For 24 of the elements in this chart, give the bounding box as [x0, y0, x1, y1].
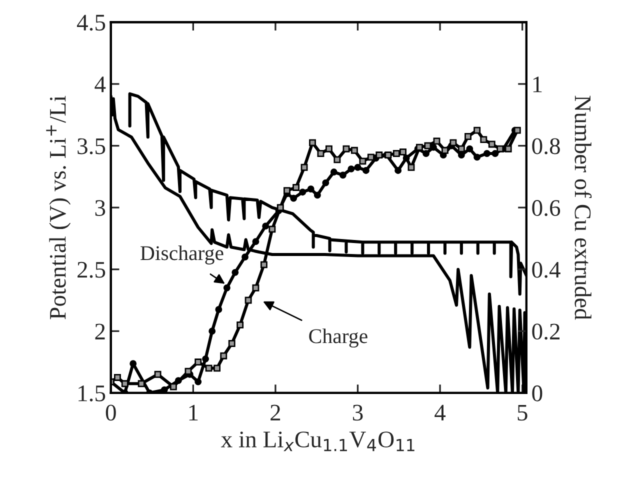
y2-axis-title: Number of Cu extruded — [574, 96, 592, 320]
y-tick-label: 4.5 — [76, 14, 106, 31]
annotation: Charge — [309, 328, 368, 348]
y2-tick-label: 0 — [532, 385, 542, 402]
y-tick-label: 3 — [95, 200, 106, 216]
y-tick-label: 2 — [95, 324, 105, 340]
y2-tick-label: 1 — [533, 76, 542, 92]
x-tick-label: 5 — [518, 404, 528, 421]
y-tick-label: 2.5 — [78, 262, 106, 278]
y2-tick-label: 0.8 — [532, 138, 560, 154]
y-tick-label: 1.5 — [78, 386, 106, 402]
y2-tick-label: 0.4 — [532, 262, 560, 278]
y-axis-title: Potential (V) vs. Li$^{+}$/Li — [46, 96, 71, 320]
x-axis-title: x in Li$_{x}$Cu$_{1.1}$V$_{4}$O$_{11}$ — [221, 432, 414, 452]
y2-tick-label: 0.2 — [532, 324, 560, 340]
y-tick-label: 4 — [94, 76, 106, 92]
y2-tick-label: 0.6 — [532, 200, 560, 216]
x-tick-label: 4 — [434, 404, 446, 420]
annotation: Discharge — [140, 246, 224, 264]
x-tick-label: 3 — [352, 404, 363, 421]
x-tick-label: 2 — [270, 404, 280, 420]
x-tick-label: 0 — [106, 404, 116, 421]
y-tick-label: 3.5 — [78, 138, 106, 154]
x-tick-label: 1 — [189, 404, 198, 420]
